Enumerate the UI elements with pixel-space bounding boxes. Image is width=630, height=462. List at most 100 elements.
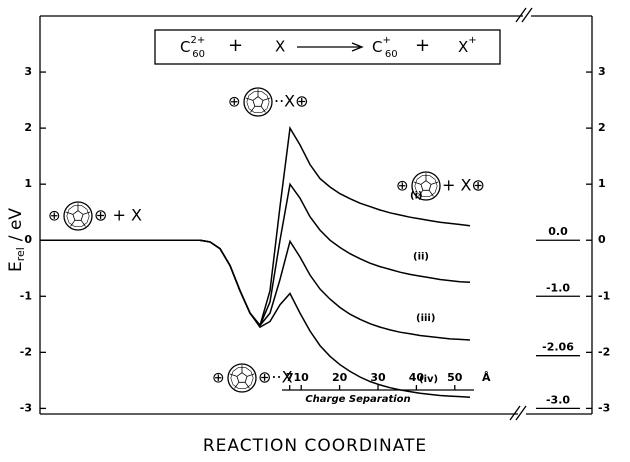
product-sub: 60 xyxy=(385,49,398,60)
inset-tick-label: 50 xyxy=(447,371,463,384)
fullerene-edge xyxy=(234,382,240,389)
series-label: (iv) xyxy=(419,374,438,385)
fullerene-edge xyxy=(229,373,238,377)
reaction-box: C2+ 60 + X C+ 60 + X+ xyxy=(154,29,501,65)
species-charge: ⊕ xyxy=(48,207,61,225)
fullerene-edge xyxy=(244,382,250,389)
fullerene-edge xyxy=(230,377,234,385)
fullerene-edge xyxy=(81,205,88,210)
fullerene-edge xyxy=(246,373,255,377)
inset-tick-label: 40 xyxy=(409,371,425,384)
fullerene-edge xyxy=(246,101,250,109)
fullerene-edge xyxy=(66,215,70,223)
partner-sup: + xyxy=(468,35,476,46)
fullerene-edge xyxy=(81,222,88,227)
fullerene-edge xyxy=(66,209,70,217)
arrow xyxy=(297,42,364,52)
fullerene-edge xyxy=(86,215,90,223)
fullerene-edge xyxy=(416,192,423,197)
fullerene-edge xyxy=(230,371,234,379)
fullerene-edge xyxy=(434,179,438,187)
y-tick-label-right: 2 xyxy=(598,121,606,134)
plus: + xyxy=(415,35,430,56)
y-tick-label-right: -1 xyxy=(598,289,610,302)
y-tick-label-right: -2 xyxy=(598,345,610,358)
fullerene-edge xyxy=(250,377,254,385)
inset-label: Charge Separation xyxy=(305,394,410,405)
species-charge: ⊕ xyxy=(228,93,241,111)
fullerene-edge xyxy=(413,181,422,185)
fullerene-outline xyxy=(63,201,93,231)
fullerene-edge xyxy=(416,175,423,180)
fullerene xyxy=(411,171,441,201)
y-tick-label: 2 xyxy=(24,121,32,134)
curve xyxy=(40,239,471,341)
species-text: ··X⊕ xyxy=(274,92,309,111)
level-label: -1.0 xyxy=(546,281,570,294)
species-text: + X⊕ xyxy=(442,176,485,195)
y-tick-label: 1 xyxy=(24,177,32,190)
inset-tick-label: 30 xyxy=(370,371,386,384)
product-sup: + xyxy=(382,35,390,46)
fullerene-edge xyxy=(414,185,418,193)
fullerene xyxy=(243,87,273,117)
reaction-frame xyxy=(154,29,501,65)
fullerene-edge xyxy=(80,220,86,227)
reactant-sup: 2+ xyxy=(190,35,205,46)
fullerene-edge xyxy=(68,222,75,227)
fullerene-edge xyxy=(260,106,266,113)
fullerene-edge xyxy=(429,192,436,197)
fullerene-pentagon xyxy=(420,180,432,191)
fullerene-edge xyxy=(261,91,268,96)
level-label: -3.0 xyxy=(546,393,570,406)
fullerene-edge xyxy=(248,108,255,113)
inset-tick-label: 20 xyxy=(332,371,348,384)
fullerene-pentagon xyxy=(72,210,84,221)
fullerene-edge xyxy=(232,367,239,372)
species-charge: ⊕ xyxy=(396,177,409,195)
y-tick-label: 3 xyxy=(24,65,32,78)
fullerene-edge xyxy=(428,190,434,197)
fullerene-edge xyxy=(418,190,424,197)
fullerene-edge xyxy=(245,384,252,389)
fullerene-pentagon xyxy=(252,96,264,107)
fullerene-edge xyxy=(82,211,91,215)
fullerene-edge xyxy=(245,97,254,101)
y-tick-label-right: 0 xyxy=(598,233,606,246)
fullerene-edge xyxy=(68,205,75,210)
reaction-text: C2+ 60 xyxy=(180,35,205,60)
reactant: C xyxy=(180,38,190,56)
fullerene-edge xyxy=(232,384,239,389)
product-text: C+ 60 xyxy=(372,35,398,60)
fullerene-pentagon xyxy=(236,372,248,383)
y-label-symbol: E xyxy=(6,261,26,272)
inset-tick-label: 10 xyxy=(294,371,310,384)
fullerene-outline xyxy=(411,171,441,201)
y-label-unit: / eV xyxy=(6,208,26,242)
y-tick-label: 0 xyxy=(24,233,32,246)
fullerene-edge xyxy=(414,179,418,187)
series-label: (iii) xyxy=(416,313,435,324)
y-label-subscript: rel xyxy=(14,247,27,261)
plus: + xyxy=(228,35,243,56)
product: C xyxy=(372,38,382,56)
partner: X xyxy=(275,38,285,56)
fullerene-edge xyxy=(434,185,438,193)
fullerene-edge xyxy=(65,211,74,215)
inset-unit: Å xyxy=(482,371,491,384)
fullerene-edge xyxy=(262,97,271,101)
partner-product-text: X+ xyxy=(458,35,477,56)
y-tick-label: -2 xyxy=(20,345,32,358)
axis-break xyxy=(509,7,533,421)
frame xyxy=(39,7,593,421)
inset-tick-label: 7 xyxy=(286,371,294,384)
fullerene-outline xyxy=(243,87,273,117)
fullerene-edge xyxy=(261,108,268,113)
fullerene-edge xyxy=(266,95,270,103)
fullerene-edge xyxy=(246,95,250,103)
fullerene-edge xyxy=(245,367,252,372)
fullerene-edge xyxy=(250,371,254,379)
fullerene-edge xyxy=(248,91,255,96)
reactant-sub: 60 xyxy=(192,49,205,60)
